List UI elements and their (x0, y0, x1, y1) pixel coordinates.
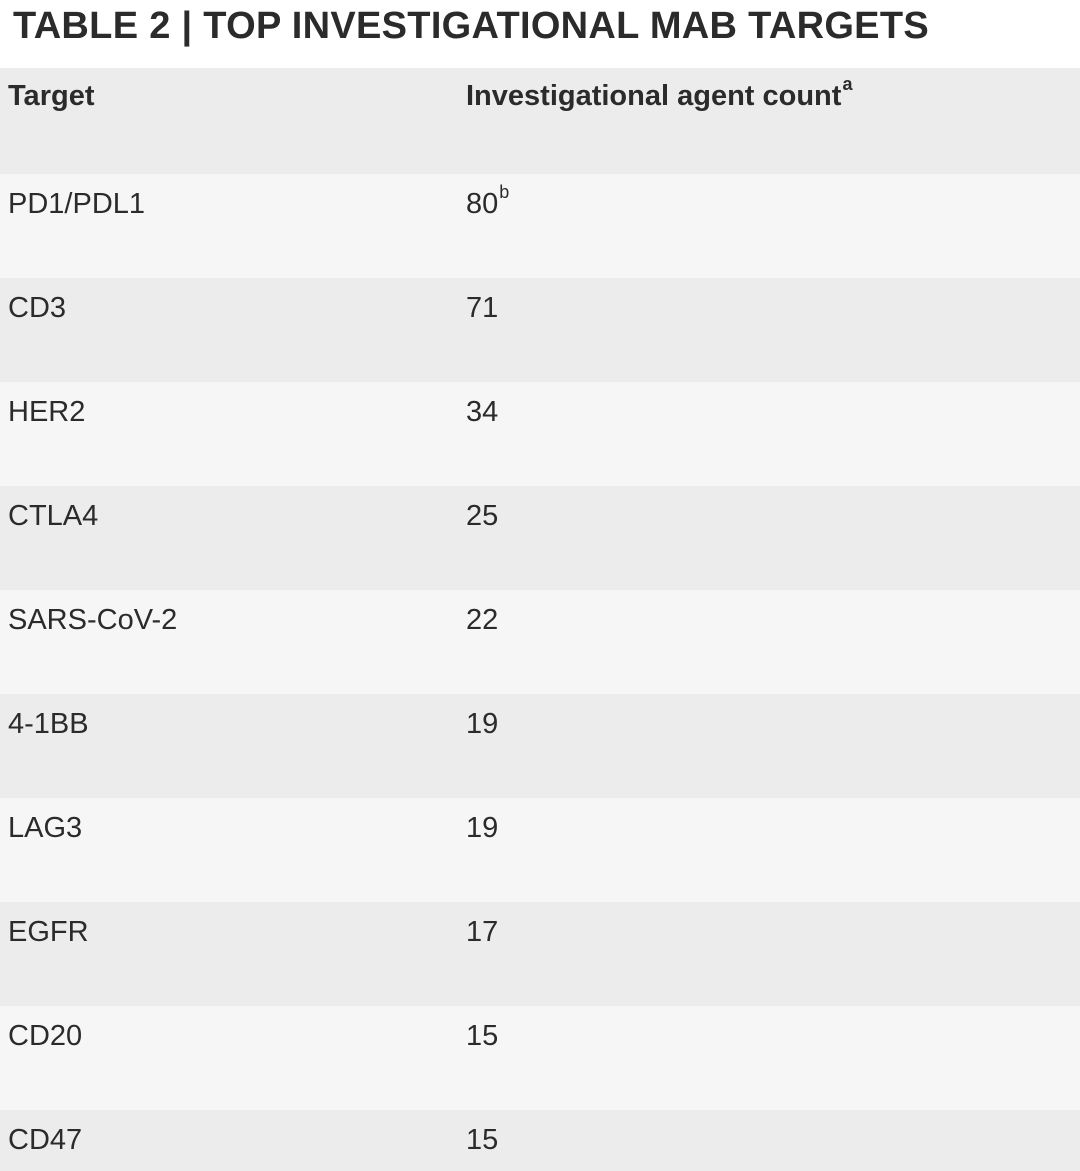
target-cell: PD1/PDL1 (8, 188, 146, 220)
count-cell: 19 (466, 706, 499, 742)
target-cell: HER2 (8, 396, 86, 428)
target-cell: CD20 (8, 1020, 83, 1052)
table-row: LAG3 19 (0, 798, 1080, 902)
target-cell: SARS-CoV-2 (8, 604, 178, 636)
header-count-footnote: a (842, 74, 853, 95)
count-cell: 71 (466, 290, 499, 326)
count-footnote: b (499, 182, 510, 203)
count-value: 19 (466, 812, 499, 844)
count-cell: 22 (466, 602, 499, 638)
count-cell: 25 (466, 498, 499, 534)
count-cell: 15 (466, 1018, 499, 1054)
target-cell: EGFR (8, 916, 89, 948)
target-cell: CD47 (8, 1124, 83, 1156)
table-row: CTLA4 25 (0, 486, 1080, 590)
count-cell: 34 (466, 394, 499, 430)
count-cell: 15 (466, 1122, 499, 1158)
count-value: 15 (466, 1020, 499, 1052)
count-value: 19 (466, 708, 499, 740)
table-row: CD3 71 (0, 278, 1080, 382)
count-cell: 19 (466, 810, 499, 846)
target-cell: CTLA4 (8, 500, 99, 532)
table-row: PD1/PDL1 80b (0, 174, 1080, 278)
target-cell: 4-1BB (8, 708, 89, 740)
count-value: 80 (466, 188, 499, 220)
header-target: Target (8, 80, 95, 112)
count-cell: 80b (466, 183, 509, 222)
table-row: 4-1BB 19 (0, 694, 1080, 798)
count-value: 25 (466, 500, 499, 532)
count-value: 22 (466, 604, 499, 636)
table-row: EGFR 17 (0, 902, 1080, 1006)
target-cell: CD3 (8, 292, 67, 324)
table-row: CD47 15 (0, 1110, 1080, 1171)
targets-table: Target Investigational agent counta PD1/… (0, 68, 1080, 1171)
header-count: Investigational agent counta (466, 75, 852, 114)
table-header-row: Target Investigational agent counta (0, 68, 1080, 174)
target-cell: LAG3 (8, 812, 83, 844)
table-row: HER2 34 (0, 382, 1080, 486)
count-value: 71 (466, 292, 499, 324)
count-cell: 17 (466, 914, 499, 950)
count-value: 15 (466, 1124, 499, 1156)
count-value: 17 (466, 916, 499, 948)
header-count-label: Investigational agent count (466, 80, 842, 112)
table-title: TABLE 2 | TOP INVESTIGATIONAL MAB TARGET… (13, 5, 929, 47)
table-row: CD20 15 (0, 1006, 1080, 1110)
count-value: 34 (466, 396, 499, 428)
table-row: SARS-CoV-2 22 (0, 590, 1080, 694)
